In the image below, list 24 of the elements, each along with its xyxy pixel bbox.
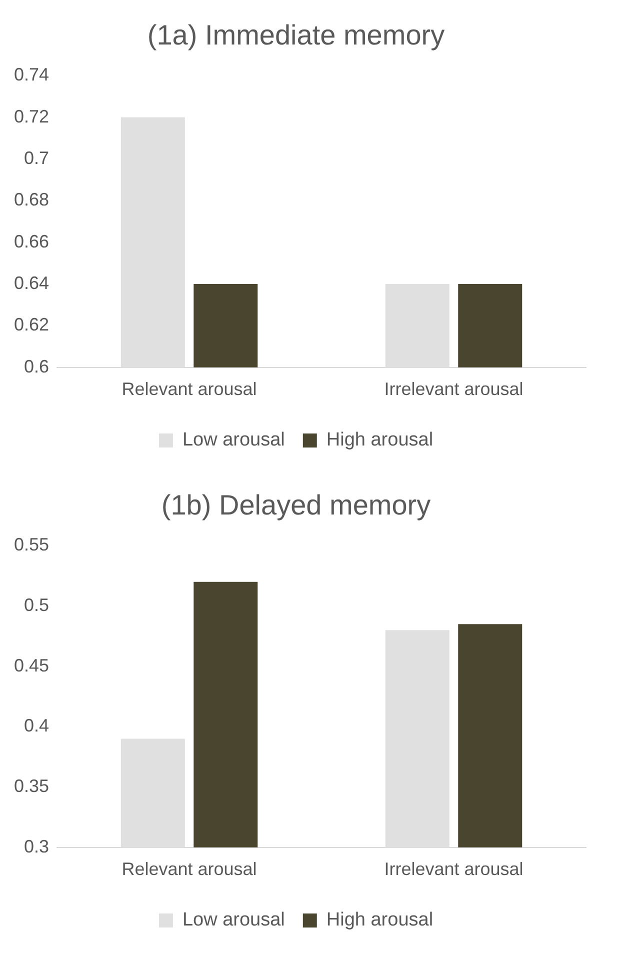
y-tick-label: 0.6 [24,356,50,376]
y-tick-label: 0.3 [24,836,50,856]
y-tick-label: 0.64 [14,272,50,293]
legend-label: Low arousal [182,910,285,931]
y-tick-label: 0.66 [14,231,50,252]
y-tick-label: 0.74 [14,64,50,85]
legend-label: High arousal [326,910,434,931]
y-tick-label: 0.62 [14,314,50,335]
x-tick-label: Relevant arousal [122,859,257,880]
legend-label: Low arousal [182,430,285,451]
legend-label: High arousal [326,430,434,451]
x-tick-label: Irrelevant arousal [384,379,524,400]
x-tick-label: Relevant arousal [122,379,257,400]
y-tick-label: 0.35 [14,776,50,796]
chart-title: (1b) Delayed memory [161,490,431,521]
chart-title: (1a) Immediate memory [147,20,445,51]
y-tick-label: 0.72 [14,106,50,126]
y-tick-label: 0.45 [14,655,50,676]
y-tick-label: 0.5 [24,594,50,615]
y-tick-label: 0.55 [14,534,50,555]
y-tick-label: 0.4 [24,716,50,736]
y-tick-label: 0.7 [24,148,50,168]
y-tick-label: 0.68 [14,190,50,210]
x-tick-label: Irrelevant arousal [384,859,524,880]
